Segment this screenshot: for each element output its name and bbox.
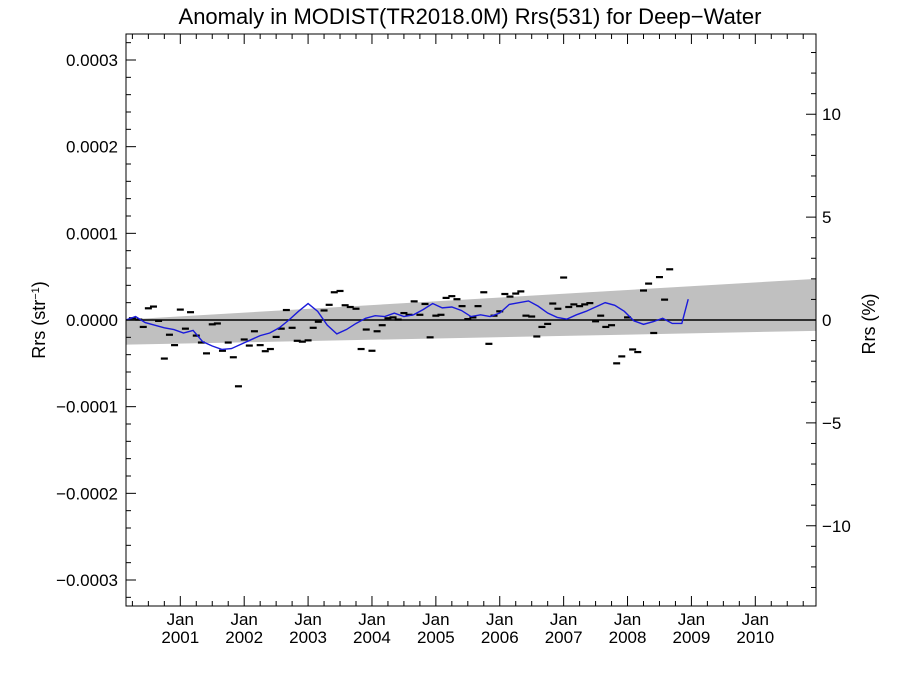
y-axis-label-left: Rrs (str−1) [29, 281, 49, 359]
x-tick-label-year: 2005 [417, 628, 455, 647]
x-tick-label-month: Jan [742, 610, 769, 629]
x-tick-label-year: 2009 [673, 628, 711, 647]
x-tick-label-month: Jan [550, 610, 577, 629]
y-axis-label-right: Rrs (%) [859, 294, 879, 355]
y-axis-label-left-close: ) [29, 281, 49, 287]
x-tick-label-year: 2001 [161, 628, 199, 647]
plot-area: 0.0003 0.0002 0.0001 0.0000 −0.0001 −0.0002 −0… [56, 33, 851, 647]
x-tick-label-year: 2006 [481, 628, 519, 647]
y-left-tick-label: 0.0002 [66, 138, 118, 157]
x-tick-label-year: 2002 [225, 628, 263, 647]
x-tick-label-year: 2008 [609, 628, 647, 647]
y-right-tick-label: 0 [822, 311, 831, 330]
x-tick-label-year: 2007 [545, 628, 583, 647]
chart-title: Anomaly in MODIST(TR2018.0M) Rrs(531) fo… [179, 4, 762, 29]
x-tick-label-year: 2010 [736, 628, 774, 647]
x-tick-label-month: Jan [230, 610, 257, 629]
x-tick-label-month: Jan [486, 610, 513, 629]
y-right-tick-label: 10 [822, 105, 841, 124]
y-left-tick-label: 0.0000 [66, 311, 118, 330]
x-tick-label-year: 2003 [289, 628, 327, 647]
x-tick-label-month: Jan [678, 610, 705, 629]
y-right-tick-label: 5 [822, 208, 831, 227]
x-tick-label-month: Jan [294, 610, 321, 629]
x-tick-label-year: 2004 [353, 628, 391, 647]
y-left-tick-label: 0.0001 [66, 224, 118, 243]
y-right-tick-label: −10 [822, 517, 851, 536]
y-left-tick-label: 0.0003 [66, 51, 118, 70]
y-axis-label-left-main: Rrs (str [29, 300, 49, 359]
x-tick-label-month: Jan [167, 610, 194, 629]
x-tick-label-month: Jan [422, 610, 449, 629]
y-left-tick-label: −0.0002 [56, 484, 118, 503]
y-left-tick-label: −0.0001 [56, 398, 118, 417]
y-axis-label-left-superscript: −1 [30, 287, 42, 300]
y-right-tick-label: −5 [822, 414, 841, 433]
x-tick-label-month: Jan [614, 610, 641, 629]
trend-band [126, 278, 816, 345]
x-tick-label-month: Jan [358, 610, 385, 629]
y-left-tick-label: −0.0003 [56, 571, 118, 590]
running-mean-line [126, 299, 689, 351]
